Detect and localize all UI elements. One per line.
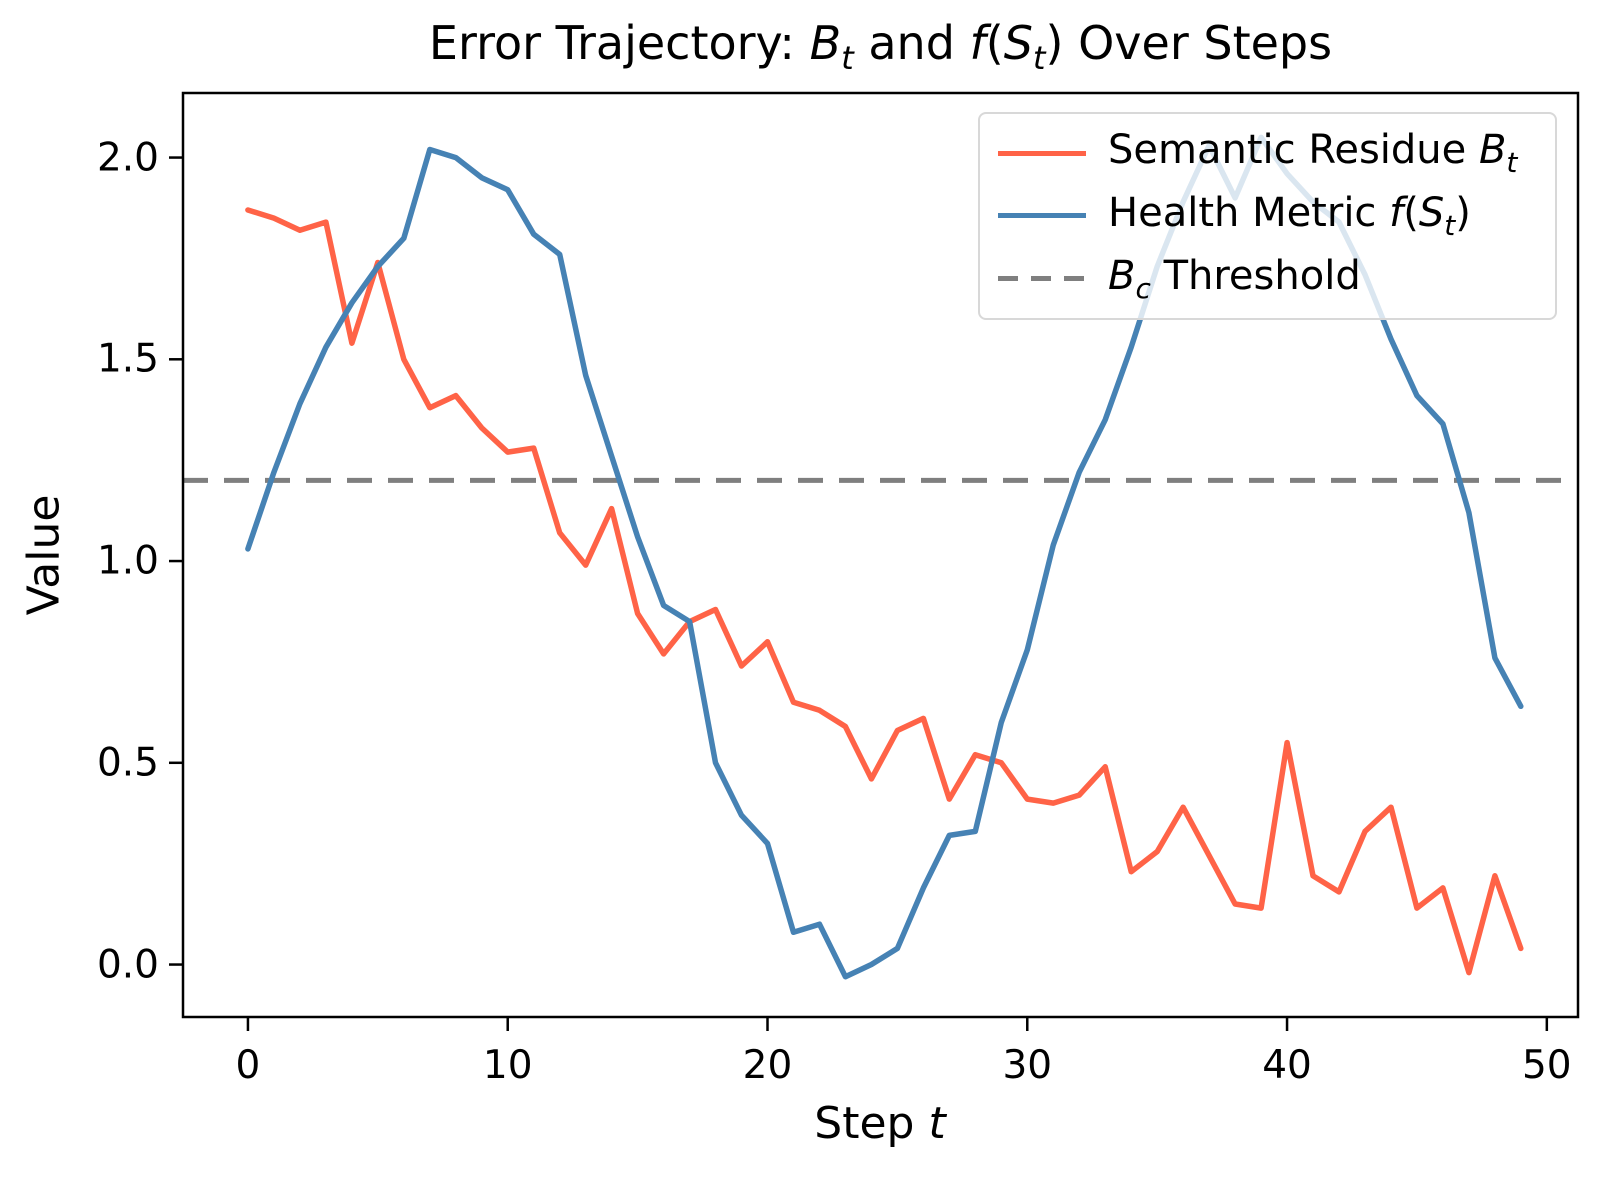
text-segment: Error Trajectory: xyxy=(428,16,810,70)
text-segment: ) Over Steps xyxy=(1045,16,1333,70)
x-tick-label-20: 20 xyxy=(742,1043,793,1088)
legend-sample-semantic-residue-line xyxy=(998,150,1086,156)
x-tick-label-30: 30 xyxy=(1002,1043,1053,1088)
legend: Semantic Residue Bt Health Metric f(St) Bc… xyxy=(978,112,1557,320)
text-segment: ( xyxy=(1403,189,1419,236)
text-segment: B xyxy=(1108,252,1136,299)
y-tick-label-1.5: 1.5 xyxy=(96,336,159,382)
text-segment: ) xyxy=(1455,189,1471,236)
text-segment: f xyxy=(969,16,986,70)
legend-label-semantic-residue: Semantic Residue Bt xyxy=(1108,127,1517,179)
x-tick-label-10: 10 xyxy=(482,1043,533,1088)
text-segment: t xyxy=(1444,208,1456,242)
legend-item-semantic-residue: Semantic Residue Bt xyxy=(998,127,1555,179)
text-segment: f xyxy=(1389,189,1404,236)
legend-sample-threshold-line xyxy=(998,276,1086,282)
text-segment: t xyxy=(928,1098,946,1149)
x-tick-label-0: 0 xyxy=(235,1043,261,1088)
text-segment: S xyxy=(1418,189,1445,236)
text-segment: Threshold xyxy=(1150,252,1361,299)
text-segment: t xyxy=(1506,146,1518,180)
x-axis-label: Step t xyxy=(814,1098,945,1149)
legend-label-health-metric: Health Metric f(St) xyxy=(1108,190,1471,242)
legend-item-threshold: Bc Threshold xyxy=(998,253,1555,305)
text-segment: B xyxy=(809,16,842,70)
semantic-residue-line xyxy=(245,207,1524,976)
text-segment: S xyxy=(1003,16,1033,70)
text-segment: ( xyxy=(985,16,1004,70)
x-tick-label-50: 50 xyxy=(1521,1043,1572,1088)
text-segment: and xyxy=(853,16,970,70)
legend-sample-health-metric-line xyxy=(998,213,1086,219)
x-tick-label-40: 40 xyxy=(1262,1043,1312,1088)
y-tick-label-0.0: 0.0 xyxy=(96,942,159,988)
text-segment: B xyxy=(1478,127,1507,174)
axes-frame xyxy=(181,91,1580,1019)
y-tick-label-0.5: 0.5 xyxy=(96,740,159,786)
text-segment: Step xyxy=(814,1098,929,1149)
legend-label-threshold: Bc Threshold xyxy=(1108,253,1361,305)
y-tick-label-1.0: 1.0 xyxy=(96,538,159,584)
text-segment: t xyxy=(841,39,854,78)
text-segment: t xyxy=(1032,39,1046,78)
text-segment: Semantic Residue xyxy=(1108,127,1479,174)
legend-item-health-metric: Health Metric f(St) xyxy=(998,190,1555,242)
text-segment: Health Metric xyxy=(1108,189,1390,236)
chart-title: Error Trajectory: Bt and f(St) Over Step… xyxy=(183,16,1578,77)
y-tick-label-2.0: 2.0 xyxy=(96,135,159,181)
y-axis-label: Value xyxy=(18,494,70,616)
text-segment: c xyxy=(1135,271,1151,305)
